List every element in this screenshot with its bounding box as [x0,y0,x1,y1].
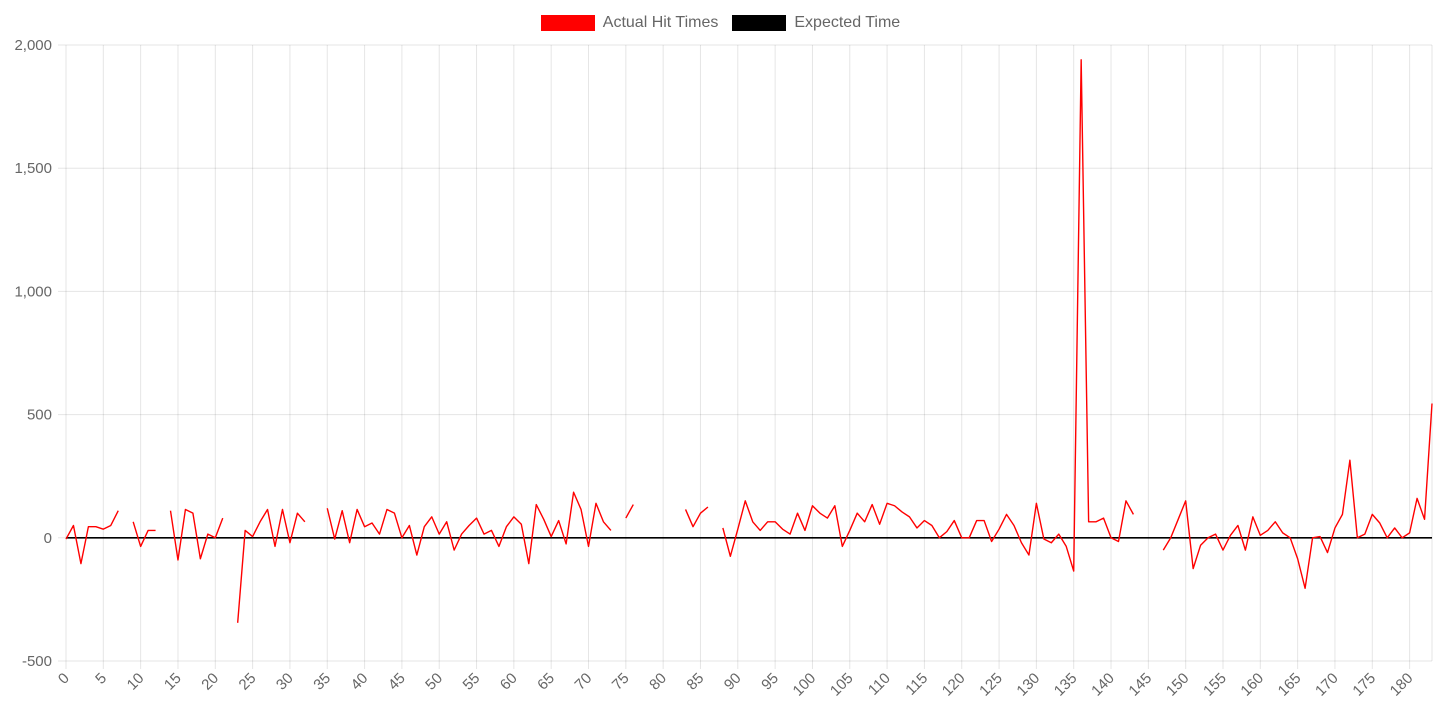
x-tick-label: 90 [721,670,745,694]
legend-label-expected: Expected Time [794,14,901,31]
x-tick-label: 150 [1163,670,1193,700]
legend-swatch-actual [540,15,595,31]
x-tick-label: 20 [198,670,222,694]
legend: Actual Hit Times Expected Time [0,10,1441,36]
y-tick-label: 1,500 [14,160,52,177]
x-tick-label: 145 [1125,670,1155,700]
x-tick-label: 10 [124,670,148,694]
x-tick-label: 35 [310,670,334,694]
x-tick-label: 175 [1349,670,1379,700]
y-tick-label: -500 [22,653,52,670]
x-axis-ticks: 0 5 10 15 20 25 30 35 40 45 50 55 60 65 70 75 80 85 90 95 10… [55,670,1417,700]
x-tick-label: 50 [422,670,446,694]
x-tick-label: 135 [1051,670,1081,700]
x-tick-label: 55 [460,670,484,694]
x-tick-label: 110 [865,670,894,699]
x-tick-label: 95 [758,670,782,694]
y-tick-label: 500 [27,407,52,424]
x-tick-label: 30 [273,670,297,694]
x-tick-label: 80 [646,670,670,694]
series-layer [65,59,1433,623]
x-tick-label: 85 [683,670,707,694]
y-tick-label: 0 [44,530,52,547]
x-tick-label: 65 [534,670,558,694]
series-line-actual-hit-times [65,59,1433,623]
x-tick-label: 60 [497,670,521,694]
x-tick-label: 140 [1088,670,1118,700]
x-tick-label: 15 [161,670,185,694]
x-tick-label: 105 [827,670,857,700]
x-tick-label: 165 [1275,670,1305,700]
y-axis-ticks: -500 0 500 1,000 1,500 2,000 [14,37,52,670]
x-tick-label: 45 [385,670,409,694]
x-tick-label: 125 [976,670,1006,700]
x-tick-label: 70 [572,670,596,694]
x-tick-label: 180 [1387,670,1417,700]
legend-label-actual: Actual Hit Times [602,14,719,31]
y-tick-label: 1,000 [14,283,52,300]
x-tick-label: 40 [348,670,372,694]
x-tick-label: 130 [1013,670,1043,700]
legend-item-actual[interactable]: Actual Hit Times [540,14,719,32]
x-tick-label: 120 [939,670,969,700]
x-tick-label: 100 [790,670,820,700]
x-tick-label: 0 [55,670,73,688]
x-tick-label: 5 [92,670,110,688]
x-tick-label: 115 [902,670,931,699]
x-tick-label: 170 [1312,670,1342,700]
grid [58,44,1433,669]
x-tick-label: 155 [1200,670,1230,700]
x-tick-label: 75 [609,670,633,694]
legend-swatch-expected [732,15,787,31]
y-tick-label: 2,000 [14,37,52,54]
x-tick-label: 25 [236,670,260,694]
x-tick-label: 160 [1237,670,1267,700]
legend-item-expected[interactable]: Expected Time [732,14,900,32]
